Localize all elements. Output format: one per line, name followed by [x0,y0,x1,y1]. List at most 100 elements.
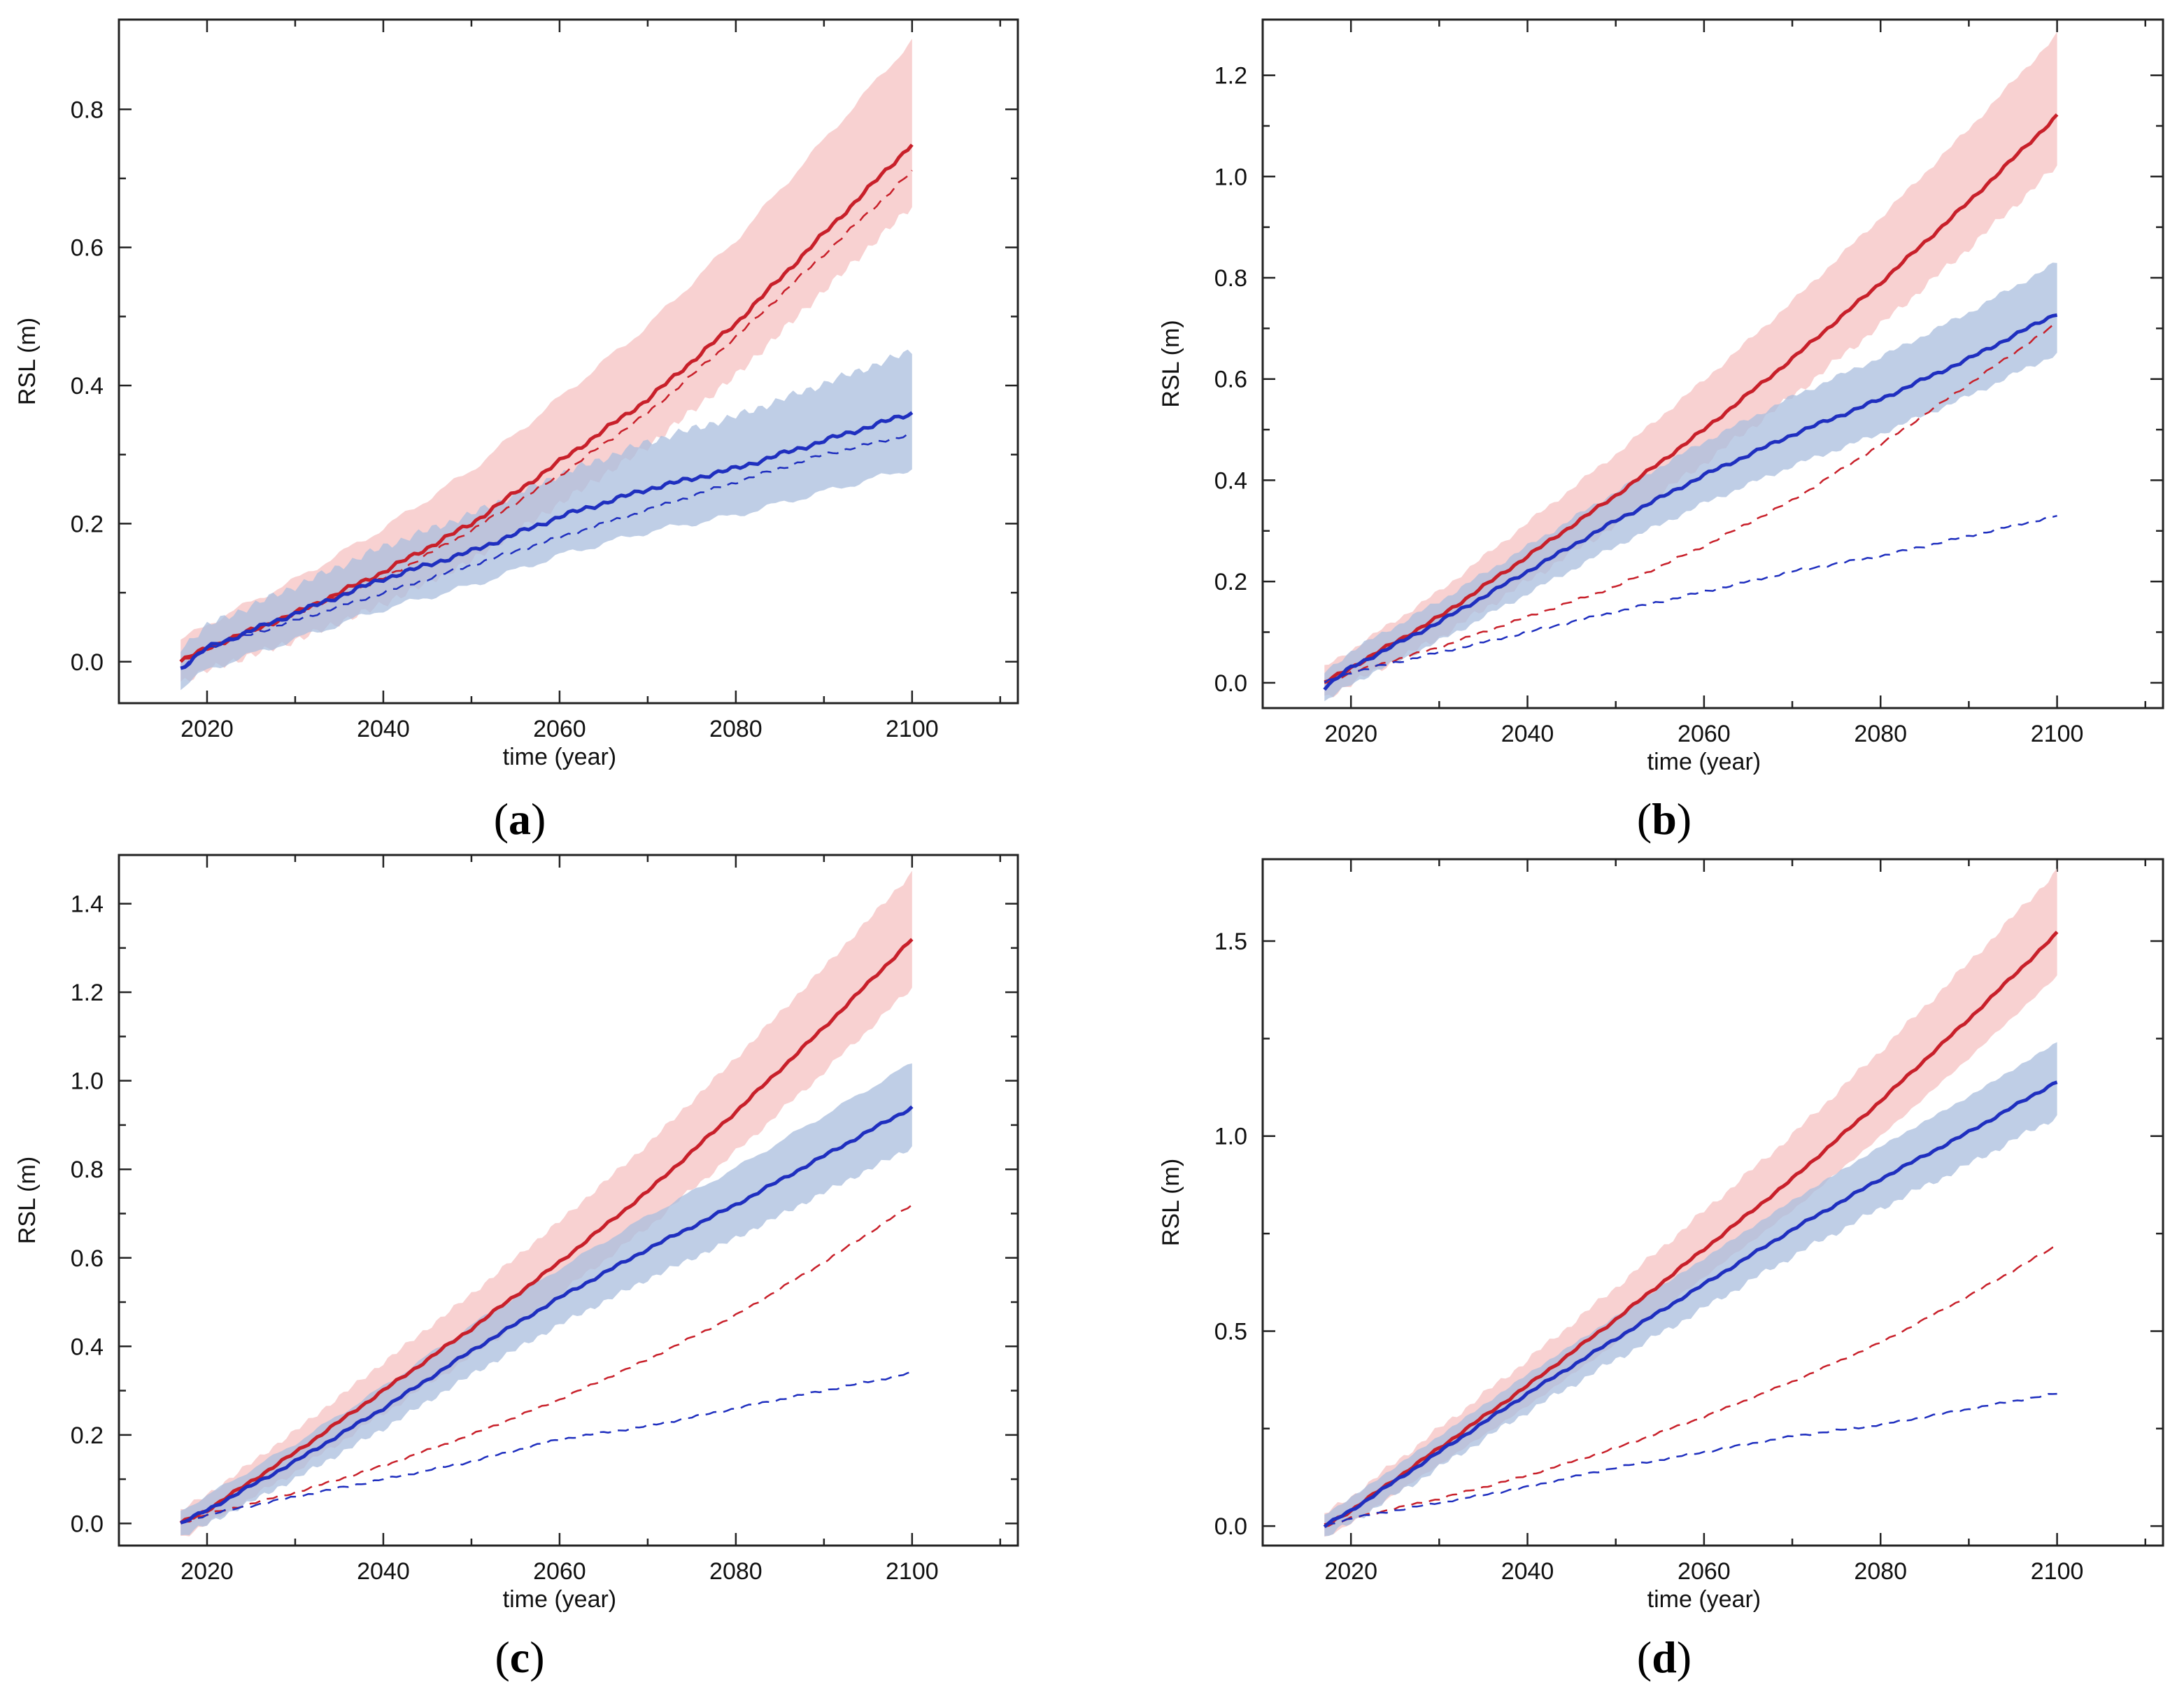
panel-label: (a) [494,794,546,844]
blue-uncertainty-band [1324,1042,2057,1536]
x-tick-label: 2080 [1854,721,1907,747]
x-tick-label: 2100 [886,716,939,742]
x-tick-label: 2060 [1678,721,1731,747]
blue-line [180,411,914,670]
y-tick-label: 1.2 [71,980,104,1006]
x-tick-label: 2020 [1324,1558,1377,1585]
x-tick-label: 2040 [357,716,410,742]
red-line [1324,931,2059,1527]
y-tick-label: 0.2 [1214,569,1247,595]
x-tick-label: 2080 [1854,1558,1907,1585]
plot-area [179,870,914,1536]
blue-dashed-line [1324,1392,2057,1527]
y-tick-label: 1.0 [1214,1124,1247,1150]
x-axis-label: time (year) [503,1586,616,1613]
panel-label-letter: c [510,1632,530,1682]
y-tick-label: 0.6 [71,235,104,262]
panel-a: 2020 2040 2060 2080 2100 0.0 0.2 0.4 0.6 0.8 time … [14,18,1019,844]
panel-label-open: ( [1637,794,1652,844]
x-tick-label: 2080 [709,1558,763,1585]
panel-label-open: ( [1637,1632,1652,1682]
x-tick-label: 2040 [1501,1558,1554,1585]
y-tick-label: 0.4 [71,373,104,400]
x-tick-label: 2040 [1501,721,1554,747]
blue-line [180,1105,914,1525]
panel-label-close: ) [531,794,546,844]
panel-label: (c) [495,1632,544,1682]
y-tick-label: 1.0 [71,1068,104,1095]
x-axis-label: time (year) [503,744,616,770]
x-tick-label: 2060 [533,716,586,742]
x-axis-label: time (year) [1647,1586,1761,1613]
plot-area [1323,868,2059,1537]
y-tick-label: 1.5 [1214,928,1247,955]
x-tick-label: 2060 [533,1558,586,1585]
y-tick-label: 0.4 [71,1334,104,1360]
y-tick-label: 0.8 [1214,265,1247,292]
panel-label-close: ) [530,1632,544,1682]
red-uncertainty-band [180,38,912,681]
y-tick-label: 0.2 [71,1422,104,1449]
plot-area [179,38,914,691]
x-tick-label: 2020 [180,716,234,742]
plot-area [1323,31,2059,702]
blue-line [1323,1080,2058,1529]
panel-b: 2020 2040 2060 2080 2100 0.0 0.2 0.4 0.6 0.8 1.0 1.… [1158,18,2164,844]
y-tick-label: 1.4 [71,891,104,918]
x-tick-label: 2100 [2031,721,2084,747]
y-axis-label: RSL (m) [1158,320,1184,407]
y-tick-label: 0.0 [71,649,104,676]
x-tick-label: 2020 [1324,721,1377,747]
x-tick-label: 2100 [2031,1558,2084,1585]
blue-line [1323,313,2058,691]
panel-label-open: ( [495,1632,509,1682]
blue-dashed-line [180,432,913,669]
y-tick-label: 0.8 [71,1157,104,1183]
x-tick-label: 2040 [357,1558,410,1585]
panel-label-close: ) [1677,794,1692,844]
red-dashed-line [1324,323,2058,684]
y-tick-label: 0.2 [71,511,104,537]
y-tick-label: 1.0 [1214,164,1247,190]
x-tick-label: 2060 [1678,1558,1731,1585]
red-line [179,143,914,663]
y-tick-label: 0.0 [1214,670,1247,697]
x-tick-label: 2080 [709,716,763,742]
y-tick-label: 0.4 [1214,467,1247,494]
panel-label-letter: b [1652,794,1677,844]
red-uncertainty-band [1324,868,2057,1537]
panel-label-letter: a [509,794,531,844]
y-tick-label: 0.0 [1214,1513,1247,1540]
panel-label-close: ) [1677,1632,1692,1682]
panel-label-letter: d [1652,1632,1677,1682]
y-tick-label: 0.6 [71,1245,104,1272]
panel-c: 2020 2040 2060 2080 2100 0.0 0.2 0.4 0.6 0.8 1.0 1.… [14,854,1019,1682]
blue-dashed-line [1324,514,2057,684]
plot-frame [118,854,1019,1547]
panel-label: (b) [1637,794,1692,844]
y-tick-label: 1.2 [1214,63,1247,90]
y-tick-label: 0.6 [1214,367,1247,393]
red-dashed-line [180,1203,913,1525]
plot-frame [1261,18,2164,709]
blue-uncertainty-band [180,1063,912,1536]
blue-uncertainty-band [180,349,912,691]
y-axis-label: RSL (m) [1158,1159,1184,1246]
panel-label-open: ( [494,794,509,844]
red-dashed-line [1324,1245,2058,1528]
y-tick-label: 0.5 [1214,1318,1247,1345]
y-tick-label: 0.8 [71,97,104,123]
panel-d: 2020 2040 2060 2080 2100 0.0 0.5 1.0 1.5 time (ye… [1158,858,2164,1682]
plot-frame [118,18,1019,705]
panel-label: (d) [1637,1632,1692,1682]
x-axis-label: time (year) [1647,749,1761,775]
x-tick-label: 2100 [886,1558,939,1585]
red-line [1324,113,2059,684]
y-tick-label: 0.0 [71,1511,104,1537]
y-axis-label: RSL (m) [14,318,41,405]
y-axis-label: RSL (m) [14,1157,41,1244]
x-tick-label: 2020 [180,1558,234,1585]
red-uncertainty-band [180,870,912,1536]
red-line [179,938,914,1525]
